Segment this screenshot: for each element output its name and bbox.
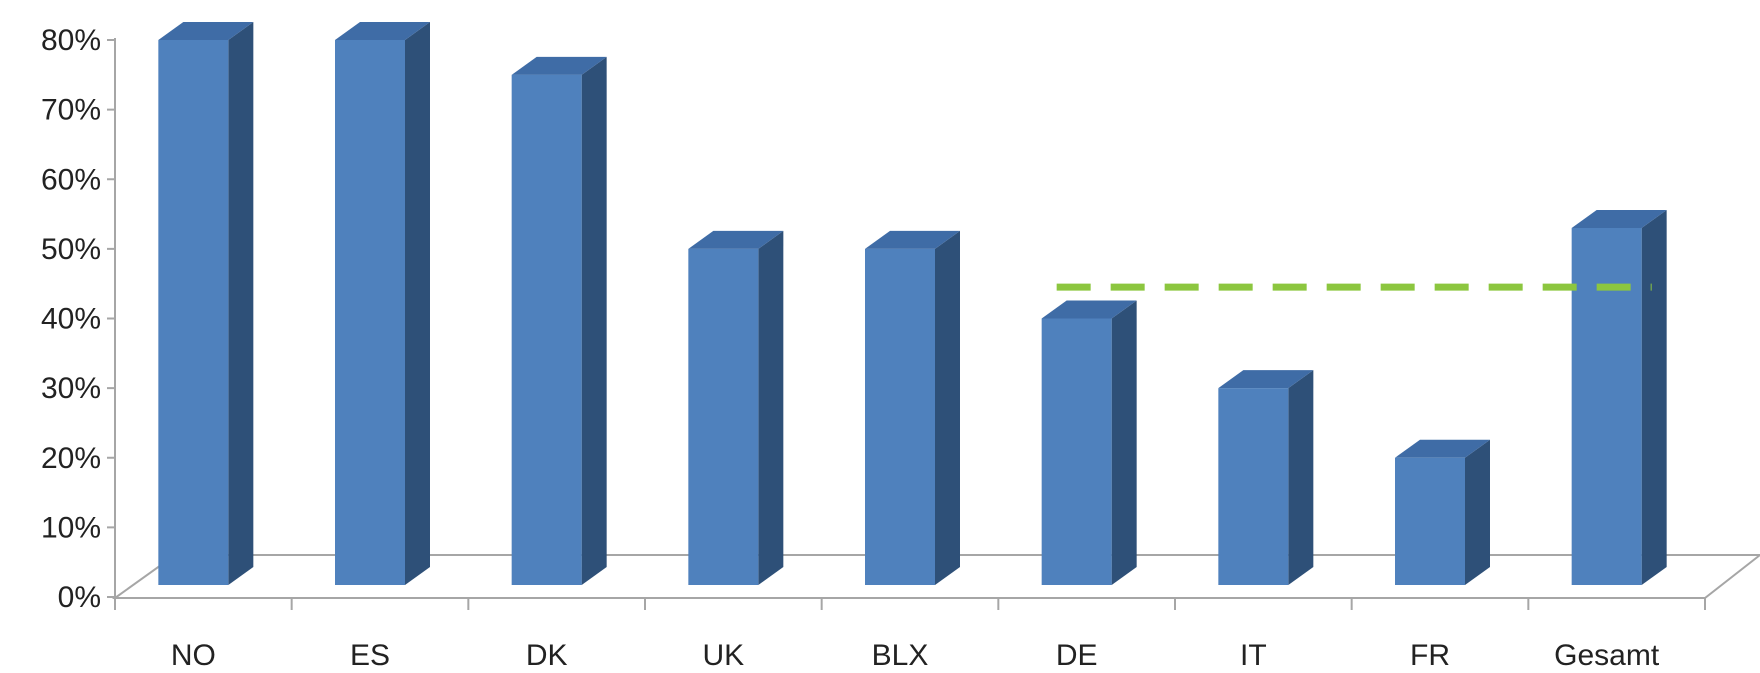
y-tick-label: 0% <box>58 581 101 614</box>
bar-front-face <box>158 40 229 585</box>
x-tick-label: DE <box>1056 639 1098 672</box>
bar-top-face <box>158 22 254 40</box>
y-tick-label: 50% <box>41 233 101 266</box>
bar-it <box>1218 370 1314 585</box>
bars <box>158 22 1667 586</box>
bar-front-face <box>511 74 582 585</box>
bar-front-face <box>1041 318 1112 585</box>
bar-side-face <box>758 230 784 585</box>
x-tick-label: Gesamt <box>1554 639 1660 672</box>
bar-top-face <box>1571 209 1667 228</box>
bar-de <box>1041 300 1137 585</box>
y-axis-ticks: 0% 10% 20% 30% 40% 50% 60% 70% 80% <box>41 24 115 614</box>
bar-front-face <box>1395 457 1465 585</box>
bar-top-face <box>688 230 784 249</box>
y-tick-label: 40% <box>41 303 101 336</box>
x-tick-label: IT <box>1240 639 1267 672</box>
bar-side-face <box>405 22 430 585</box>
bar-gesamt <box>1571 209 1667 586</box>
bar-side-face <box>1288 370 1314 585</box>
x-tick-label: DK <box>526 639 568 672</box>
y-tick-label: 10% <box>41 511 101 544</box>
bar-top-face <box>1041 300 1137 319</box>
bar-side-face <box>1641 209 1667 586</box>
x-tick-label: ES <box>350 639 390 672</box>
bar-top-face <box>865 230 960 249</box>
y-tick-label: 20% <box>41 442 101 475</box>
y-tick-label: 60% <box>41 163 101 196</box>
bar-fr <box>1395 439 1490 585</box>
bar-front-face <box>335 40 405 585</box>
y-tick-label: 30% <box>41 372 101 405</box>
bar-dk <box>511 56 607 585</box>
bar-side-face <box>581 56 607 585</box>
bar-uk <box>688 230 784 585</box>
bar-side-face <box>1465 439 1490 585</box>
bar-es <box>335 22 430 585</box>
bar-side-face <box>1111 300 1137 585</box>
bar-blx <box>865 230 960 585</box>
y-tick-label: 80% <box>41 24 101 57</box>
x-axis-labels: NO ES DK UK BLX DE IT FR Gesamt <box>171 639 1660 672</box>
x-tick-label: FR <box>1410 639 1450 672</box>
y-tick-label: 70% <box>41 94 101 127</box>
bar-no <box>158 22 254 585</box>
bar-front-face <box>1218 388 1289 585</box>
bar-top-face <box>1218 370 1314 389</box>
bar-side-face <box>228 22 254 585</box>
x-tick-label: BLX <box>872 639 929 672</box>
bar-side-face <box>935 230 960 585</box>
bar-top-face <box>1395 439 1490 458</box>
bar-front-face <box>1571 227 1642 586</box>
bar-front-face <box>865 248 935 585</box>
x-tick-label: NO <box>171 639 216 672</box>
bar-top-face <box>511 56 607 75</box>
bar-front-face <box>688 248 759 585</box>
bar-top-face <box>335 22 430 40</box>
x-tick-label: UK <box>702 639 744 672</box>
